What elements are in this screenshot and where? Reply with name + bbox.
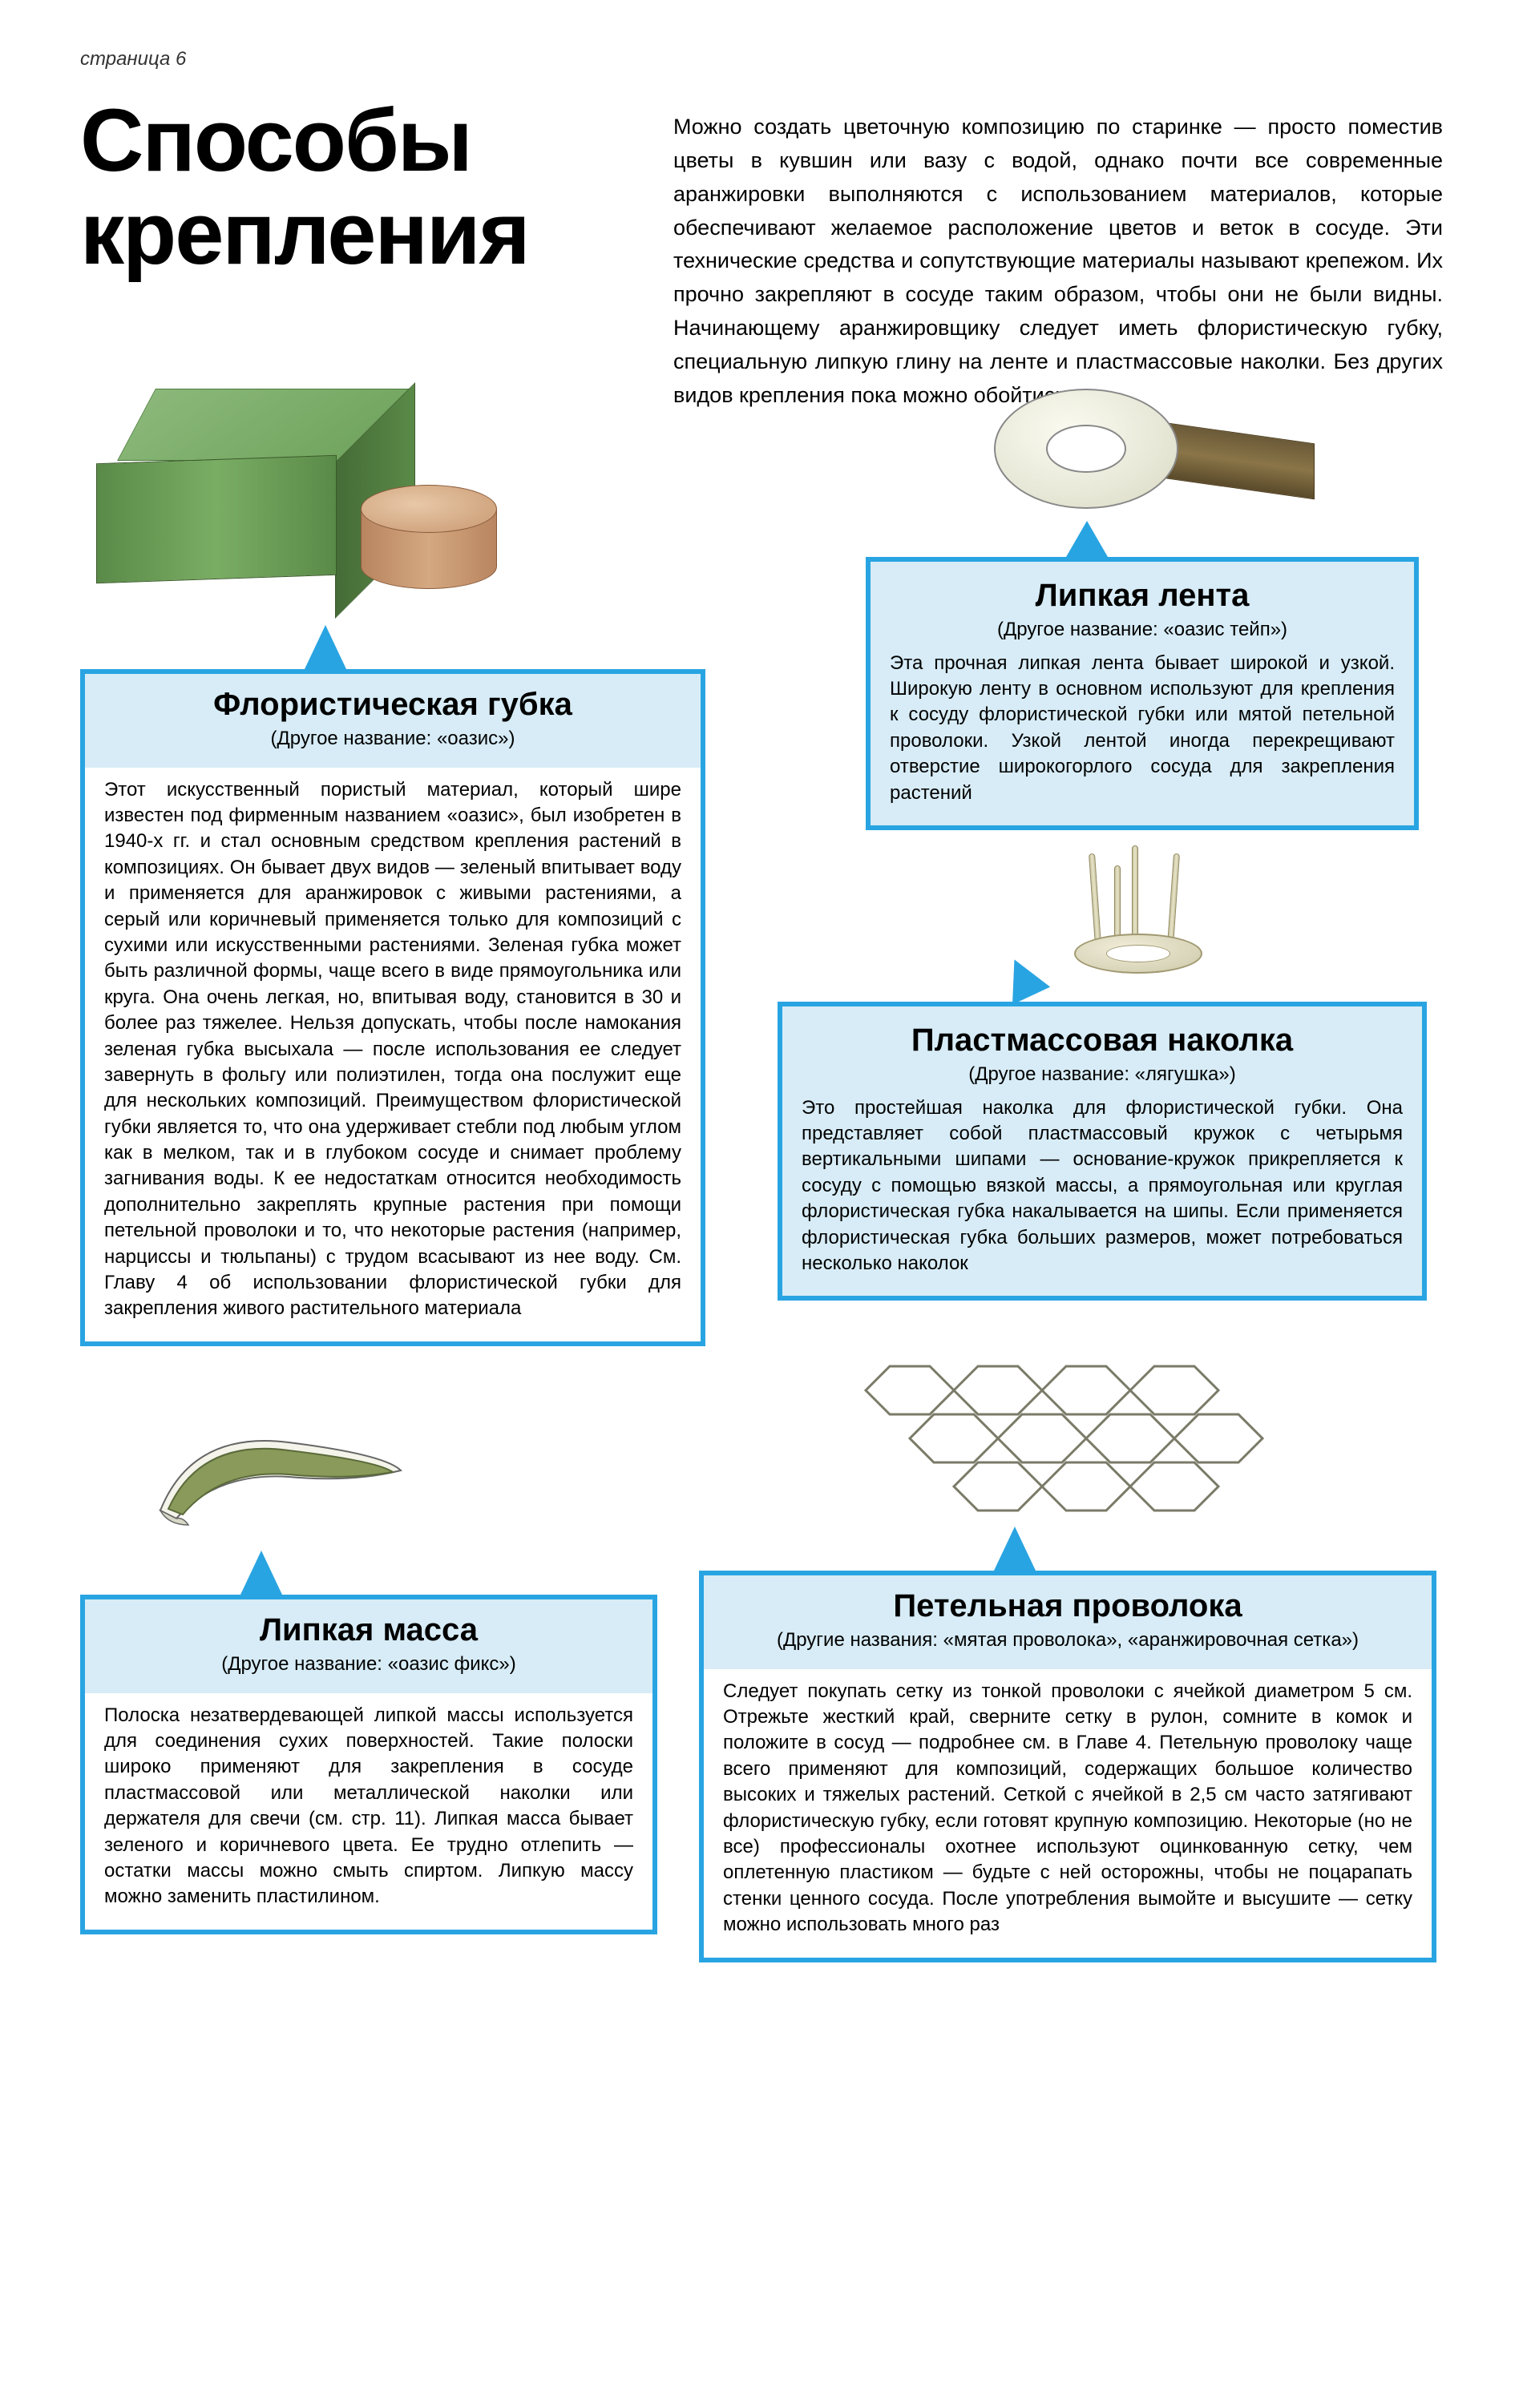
box-title: Петельная проволока: [723, 1588, 1412, 1624]
clay-illustration: [144, 1414, 417, 1543]
pointer-icon: [996, 950, 1050, 1004]
floral-foam-box: Флористическая губка (Другое название: «…: [80, 669, 705, 1346]
clay-box: Липкая масса (Другое название: «оазис фи…: [80, 1595, 657, 1934]
box-title: Липкая масса: [104, 1612, 633, 1648]
pointer-icon: [240, 1551, 282, 1595]
pointer-icon: [1066, 521, 1108, 557]
box-subtitle: (Другое название: «оазис»): [104, 728, 681, 750]
box-subtitle: (Другие названия: «мятая проволока», «ар…: [723, 1629, 1412, 1652]
box-subtitle: (Другое название: «лягушка»): [802, 1063, 1403, 1086]
box-body: Эта прочная липкая лента бывает широкой …: [890, 651, 1395, 806]
box-body: Полоска незатвердевающей липкой массы ис…: [104, 1703, 633, 1910]
tape-roll-illustration: [978, 381, 1299, 525]
box-title: Липкая лента: [890, 578, 1395, 614]
box-body: Следует покупать сетку из тонкой проволо…: [723, 1679, 1412, 1938]
box-body: Этот искусственный пористый материал, ко…: [104, 777, 681, 1322]
wire-mesh-illustration: [850, 1342, 1266, 1519]
tape-box: Липкая лента (Другое название: «оазис те…: [866, 557, 1419, 830]
intro-paragraph: Можно создать цветочную композицию по ст…: [673, 95, 1443, 413]
pointer-icon: [994, 1527, 1036, 1571]
frog-box: Пластмассовая наколка (Другое название: …: [778, 1002, 1427, 1301]
pointer-icon: [305, 625, 346, 669]
page-number: страница 6: [80, 48, 1443, 71]
floral-foam-illustration: [112, 389, 497, 597]
box-subtitle: (Другое название: «оазис фикс»): [104, 1653, 633, 1676]
header-section: Способы крепления Можно создать цветочну…: [80, 95, 1443, 413]
frog-illustration: [1058, 845, 1218, 982]
box-title: Флористическая губка: [104, 687, 681, 723]
page-title: Способы крепления: [80, 95, 625, 413]
content-layout: Флористическая губка (Другое название: «…: [80, 445, 1443, 2328]
wire-box: Петельная проволока (Другие названия: «м…: [699, 1571, 1436, 1962]
box-title: Пластмассовая наколка: [802, 1022, 1403, 1059]
box-body: Это простейшая наколка для флористическо…: [802, 1095, 1403, 1277]
box-subtitle: (Другое название: «оазис тейп»): [890, 619, 1395, 641]
